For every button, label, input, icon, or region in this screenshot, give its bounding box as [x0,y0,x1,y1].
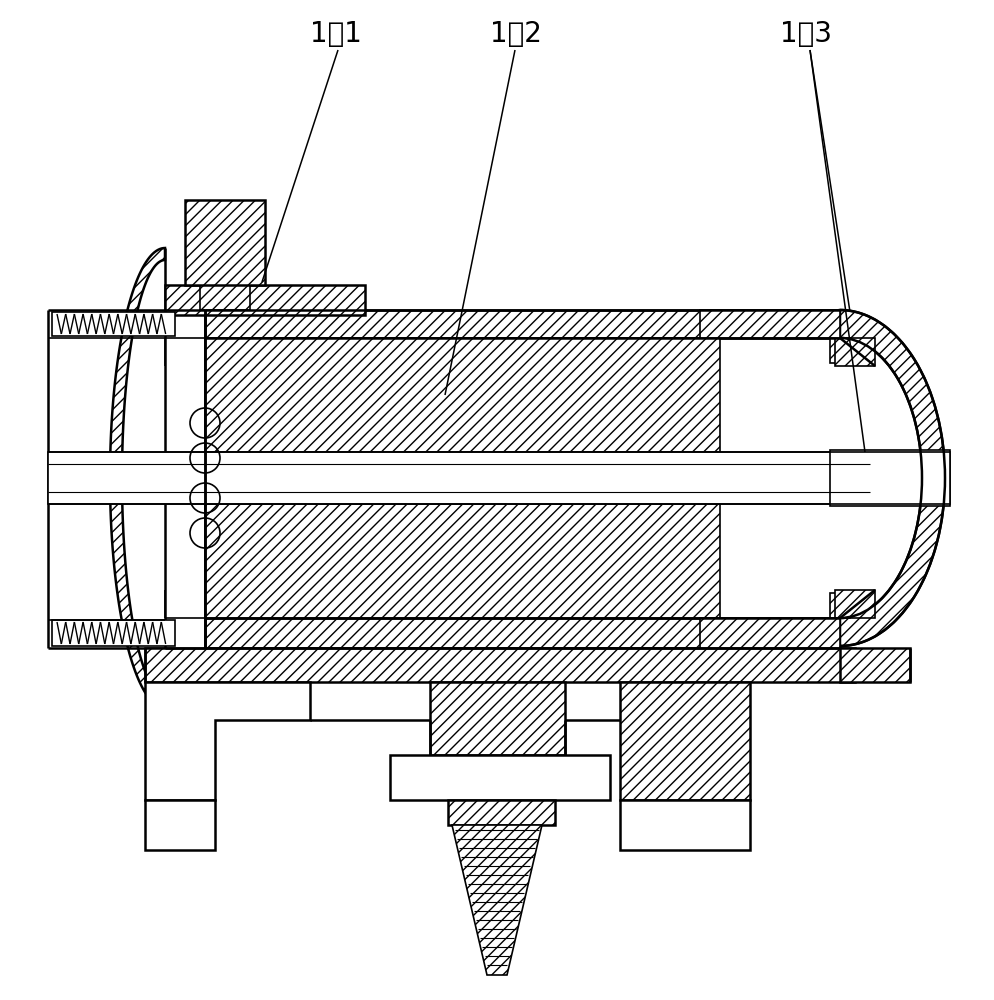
Text: 1．1: 1．1 [310,20,362,48]
Polygon shape [52,620,175,646]
Polygon shape [835,590,875,618]
Polygon shape [700,618,840,648]
Polygon shape [145,648,855,682]
Polygon shape [205,618,840,648]
Polygon shape [840,310,945,646]
Polygon shape [448,800,555,825]
Polygon shape [205,310,840,338]
Polygon shape [52,312,175,336]
Polygon shape [840,338,922,618]
Text: 1．2: 1．2 [490,20,542,48]
Polygon shape [830,450,950,506]
Polygon shape [390,755,610,800]
Polygon shape [430,682,565,755]
Bar [185,200,265,285]
Polygon shape [830,338,850,363]
Polygon shape [840,338,922,618]
Polygon shape [620,682,750,800]
Bar [165,285,365,315]
Polygon shape [452,825,542,975]
Bar [200,285,250,310]
Polygon shape [840,648,910,682]
Text: 1．3: 1．3 [780,20,832,48]
Polygon shape [110,248,165,708]
Polygon shape [205,504,720,618]
Bar [145,800,215,850]
Polygon shape [700,310,840,338]
Polygon shape [205,338,840,618]
Polygon shape [205,338,720,452]
Polygon shape [830,593,850,618]
Polygon shape [835,338,875,366]
Bar [620,800,750,850]
Polygon shape [48,452,950,504]
Polygon shape [122,260,165,696]
Polygon shape [145,682,310,800]
